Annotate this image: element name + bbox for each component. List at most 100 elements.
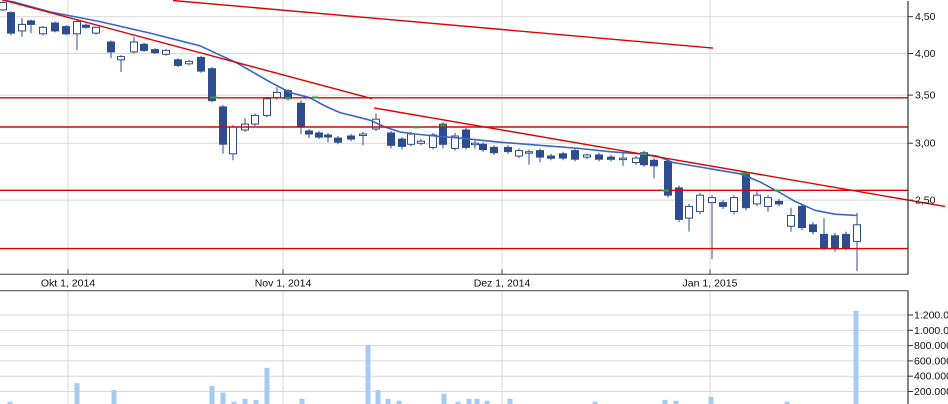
candle-body-down [820,233,828,250]
volume-bar [299,398,305,404]
volume-bar [484,400,490,404]
candle-body-down [504,146,512,153]
volume-bar [673,400,679,404]
volume-bar [231,401,237,404]
candle-body-down [650,159,658,167]
volume-bar [385,398,391,404]
date-label: Nov 1, 2014 [255,278,312,290]
volume-bar [853,310,859,404]
volume-tick-label: 400.000 [914,371,948,383]
candle-body-up [185,60,193,65]
volume-bar [220,392,226,404]
volume-tick-label: 1.000.000 [914,325,948,337]
candle-body-up [685,205,693,219]
candle-body-up [73,21,81,35]
date-axis: Okt 1, 2014 Nov 1, 2014 Dez 1, 2014 Jan 1, … [0,269,908,292]
candle-body-down [387,132,395,146]
candle-body-down [675,187,683,220]
date-label: Dez 1, 2014 [474,278,531,290]
candle-body-down [297,102,305,128]
date-label: Jan 1, 2015 [683,278,738,290]
candle-body-down [27,20,35,25]
candle-body-down [107,41,115,53]
top-trendline [172,0,714,49]
volume-tick-label: 600.000 [914,355,948,367]
volume-bar [375,390,381,404]
volume-bar [441,393,447,404]
price-tick-label: 4,50 [915,11,936,23]
candle-body-up [263,98,271,116]
upper-trendline [0,0,373,100]
candle-body-up [407,133,415,145]
candle-body-up [583,154,591,158]
volume-tick-label: 800.000 [914,340,948,352]
price-axis: 4,50 4,00 3,50 3,00 2,50 [907,1,936,275]
candle-body-down [324,134,332,138]
candle-body-down [315,132,323,138]
candle-body-up [730,197,738,213]
candle-body-up [251,114,259,125]
candle-body-down [742,174,750,209]
candle-body-down [664,160,672,196]
candle-body-down [798,205,806,228]
price-tick-label: 2,50 [915,195,936,207]
candle-body-down [82,24,90,28]
volume-bar [708,396,714,404]
volume-bar [662,399,668,404]
moving-average-line [4,0,858,217]
lower-trendline [373,107,946,208]
candle-body-up [708,197,716,204]
date-label: Okt 1, 2014 [41,278,95,290]
candle-body-down [775,200,783,205]
candle-body-down [7,12,15,34]
candle-body-down [479,143,487,151]
candle-body-down [809,224,817,233]
candle-body-down [547,155,555,159]
volume-bar [507,398,513,404]
candle-body-down [208,68,216,102]
candle-body-up [0,2,7,11]
candle-body-up [130,41,138,53]
volume-bar [253,399,259,404]
volume-bar [365,344,371,404]
candle-body-down [831,235,839,250]
candle-body-up [696,194,704,213]
volume-bar [474,398,480,404]
candle-body-down [571,150,579,160]
candle-body-down [305,130,313,135]
candle-body-down [559,153,567,159]
candle-body-down [842,233,850,250]
volume-axis: 1.200.000 1.000.000 800.000 600.000 400.000 2… [907,290,948,404]
candle-body-down [334,137,342,143]
price-tick-label: 3,50 [915,90,936,102]
candle-body-down [719,202,727,207]
volume-pane[interactable] [7,310,859,404]
candle-body-up [515,150,523,157]
candle-body-up [764,197,772,207]
candle-body-down [439,123,447,145]
candle-body-up [417,140,425,144]
candle-body-up [429,134,437,148]
candle-body-up [471,142,479,146]
candle-body-down [640,152,648,166]
candle-body-up [451,135,459,149]
volume-bar [592,401,598,404]
candle-body-up [92,26,100,34]
candle-body-up [359,133,367,136]
price-tick-label: 4,00 [915,48,936,60]
volume-bar [242,398,248,404]
candle-body-down [536,150,544,158]
candle-body-down [219,106,227,145]
price-pane[interactable] [0,0,861,272]
candle-body-down [174,59,182,66]
volume-bar [209,385,215,404]
volume-bar [111,390,117,404]
candle-body-up [18,23,26,32]
candle-body-up [39,26,47,35]
candle-body-down [347,135,355,140]
volume-bar [7,401,13,404]
candle-body-up [753,194,761,205]
